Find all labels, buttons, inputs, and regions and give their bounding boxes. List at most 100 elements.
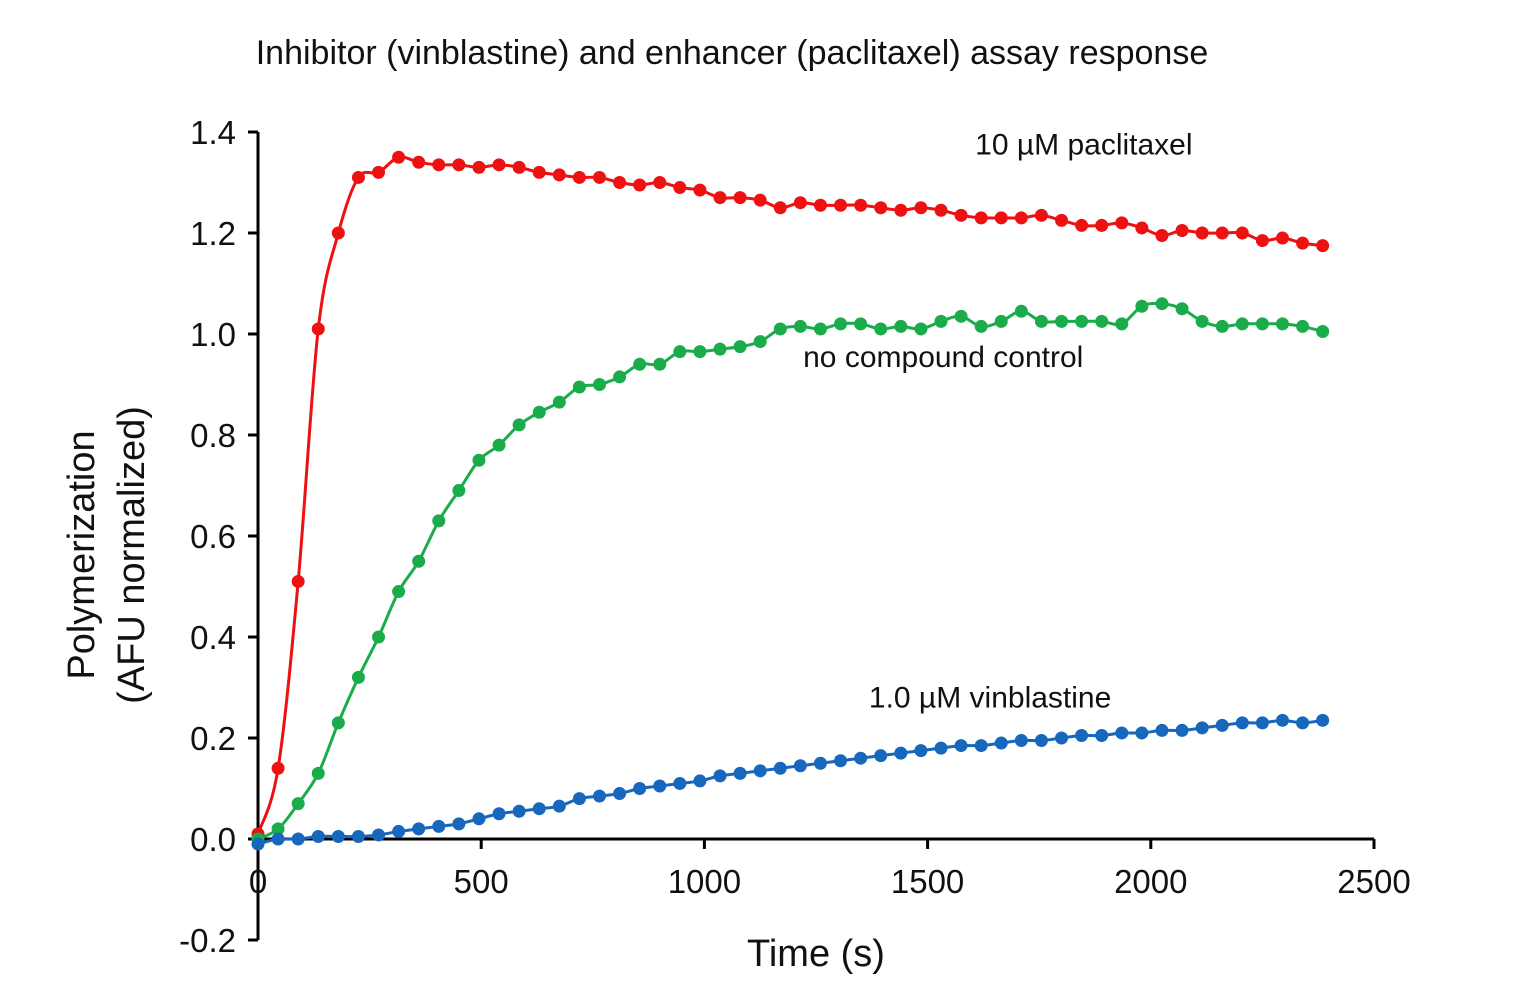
data-point: [512, 418, 526, 432]
data-point: [492, 158, 506, 172]
data-point: [713, 769, 727, 783]
data-point: [392, 824, 406, 838]
data-point: [753, 335, 767, 349]
data-point: [472, 160, 486, 174]
data-point: [673, 345, 687, 359]
data-point: [954, 309, 968, 323]
y-tick-label: 0.6: [190, 518, 236, 555]
chart-title: Inhibitor (vinblastine) and enhancer (pa…: [256, 34, 1209, 72]
data-point: [311, 766, 325, 780]
series-label: 1.0 µM vinblastine: [869, 682, 1111, 715]
data-point: [552, 799, 566, 813]
data-point: [1014, 211, 1028, 225]
data-point: [854, 198, 868, 212]
data-point: [1275, 231, 1289, 245]
data-point: [834, 317, 848, 331]
data-point: [1175, 723, 1189, 737]
data-point: [1175, 223, 1189, 237]
data-point: [331, 226, 345, 240]
data-point: [934, 203, 948, 217]
series-line: [257, 301, 1324, 841]
data-point: [311, 829, 325, 843]
data-point: [673, 776, 687, 790]
data-point: [954, 208, 968, 222]
data-point: [713, 342, 727, 356]
data-point: [1095, 314, 1109, 328]
data-point: [592, 170, 606, 184]
data-point: [974, 211, 988, 225]
data-point: [1135, 221, 1149, 235]
data-point: [1195, 226, 1209, 240]
data-point: [874, 201, 888, 215]
data-point: [733, 191, 747, 205]
data-point: [291, 574, 305, 588]
x-tick-label: 2500: [1337, 863, 1410, 900]
y-tick-label: 1.0: [190, 316, 236, 353]
data-point: [693, 345, 707, 359]
data-point: [552, 395, 566, 409]
data-point: [874, 322, 888, 336]
y-axis-title-line1: Polymerization: [61, 430, 103, 679]
data-point: [1155, 297, 1169, 311]
data-point: [572, 792, 586, 806]
data-point: [432, 514, 446, 528]
data-point: [974, 739, 988, 753]
data-point: [351, 170, 365, 184]
data-point: [633, 357, 647, 371]
x-tick-label: 500: [454, 863, 509, 900]
data-point: [532, 802, 546, 816]
data-point: [311, 322, 325, 336]
series-label: 10 µM paclitaxel: [975, 129, 1192, 162]
x-tick-label: 1500: [891, 863, 964, 900]
data-point: [1115, 216, 1129, 230]
data-point: [271, 832, 285, 846]
data-point: [552, 168, 566, 182]
data-point: [532, 405, 546, 419]
data-point: [492, 807, 506, 821]
data-point: [1215, 226, 1229, 240]
data-point: [251, 837, 265, 851]
data-point: [331, 829, 345, 843]
data-point: [914, 744, 928, 758]
data-point: [773, 761, 787, 775]
data-point: [633, 782, 647, 795]
data-point: [1175, 302, 1189, 316]
data-point: [1235, 716, 1249, 730]
data-point: [372, 165, 386, 179]
data-point: [472, 812, 486, 826]
y-tick-label: -0.2: [179, 922, 236, 959]
data-point: [1195, 314, 1209, 328]
data-point: [834, 198, 848, 212]
data-point: [894, 203, 908, 217]
data-point: [1034, 734, 1048, 748]
data-point: [613, 787, 627, 801]
data-point: [1014, 304, 1028, 318]
data-point: [894, 746, 908, 760]
data-point: [753, 764, 767, 778]
data-point: [733, 766, 747, 780]
data-point: [1135, 299, 1149, 313]
data-point: [472, 453, 486, 467]
data-point: [994, 211, 1008, 225]
data-point: [633, 178, 647, 192]
data-point: [1235, 226, 1249, 240]
y-tick-label: 0.0: [190, 821, 236, 858]
data-point: [753, 193, 767, 207]
data-point: [1075, 728, 1089, 742]
data-point: [291, 832, 305, 846]
data-point: [653, 357, 667, 371]
data-point: [572, 170, 586, 184]
data-point: [653, 779, 667, 793]
data-point: [914, 201, 928, 215]
y-tick-label: 0.8: [190, 417, 236, 454]
data-point: [512, 160, 526, 174]
data-point: [813, 198, 827, 212]
series-label: no compound control: [803, 341, 1083, 374]
data-point: [613, 176, 627, 189]
data-point: [653, 176, 667, 189]
y-tick-label: 0.2: [190, 720, 236, 757]
data-point: [1014, 734, 1028, 748]
data-point: [914, 322, 928, 336]
data-point: [854, 751, 868, 765]
